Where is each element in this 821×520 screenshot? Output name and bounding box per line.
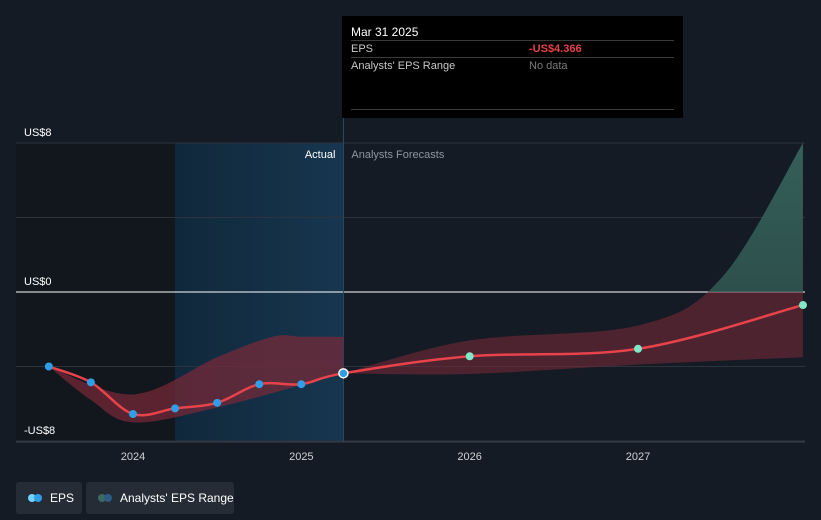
tooltip-label-eps: EPS [351,43,374,55]
x-tick-label: 2026 [457,451,481,463]
tooltip-divider [351,40,674,41]
eps-point-actual [297,380,306,389]
x-tick-label: 2027 [626,451,650,463]
tooltip-row-eps: EPS -US$4.366 [351,43,674,55]
tooltip-date: Mar 31 2025 [351,25,419,39]
actual-label: Actual [305,149,336,161]
eps-point-actual [129,409,137,418]
eps-point-forecast [798,301,807,310]
x-tick-label: 2024 [121,451,145,463]
legend-item-eps-range[interactable]: Analysts' EPS Range [86,482,234,514]
forecast-eps-range-area-positive [707,143,803,292]
eps-point-actual [171,404,180,413]
eps-point-actual [44,362,53,371]
eps-point-actual [86,378,95,387]
eps-point-forecast [465,352,474,361]
tooltip-value-range: No data [529,60,568,72]
legend-label-eps-range: Analysts' EPS Range [120,491,234,505]
hover-tooltip: Mar 31 2025 EPS -US$4.366 Analysts' EPS … [342,16,683,118]
legend-label-eps: EPS [50,491,75,505]
actual-eps-range-area [48,335,344,423]
eps-point-actual [255,380,264,389]
tooltip-row-range: Analysts' EPS Range No data [351,60,674,72]
tooltip-value-eps: -US$4.366 [529,43,582,55]
y-tick-label: US$0 [24,276,52,288]
tooltip-divider [351,57,674,58]
x-tick-label: 2025 [289,451,313,463]
tooltip-label-range: Analysts' EPS Range [351,60,456,72]
range-legend-icon [98,494,112,502]
tooltip-divider [351,109,674,110]
eps-legend-icon [28,494,42,502]
eps-point-actual [338,368,349,379]
y-tick-label: -US$8 [24,425,55,437]
eps-point-forecast [634,344,642,353]
y-tick-label: US$8 [24,127,52,139]
eps-point-actual [213,398,222,407]
legend-item-eps[interactable]: EPS [16,482,82,514]
forecast-label: Analysts Forecasts [351,149,444,161]
forecast-eps-range-area [343,292,803,375]
